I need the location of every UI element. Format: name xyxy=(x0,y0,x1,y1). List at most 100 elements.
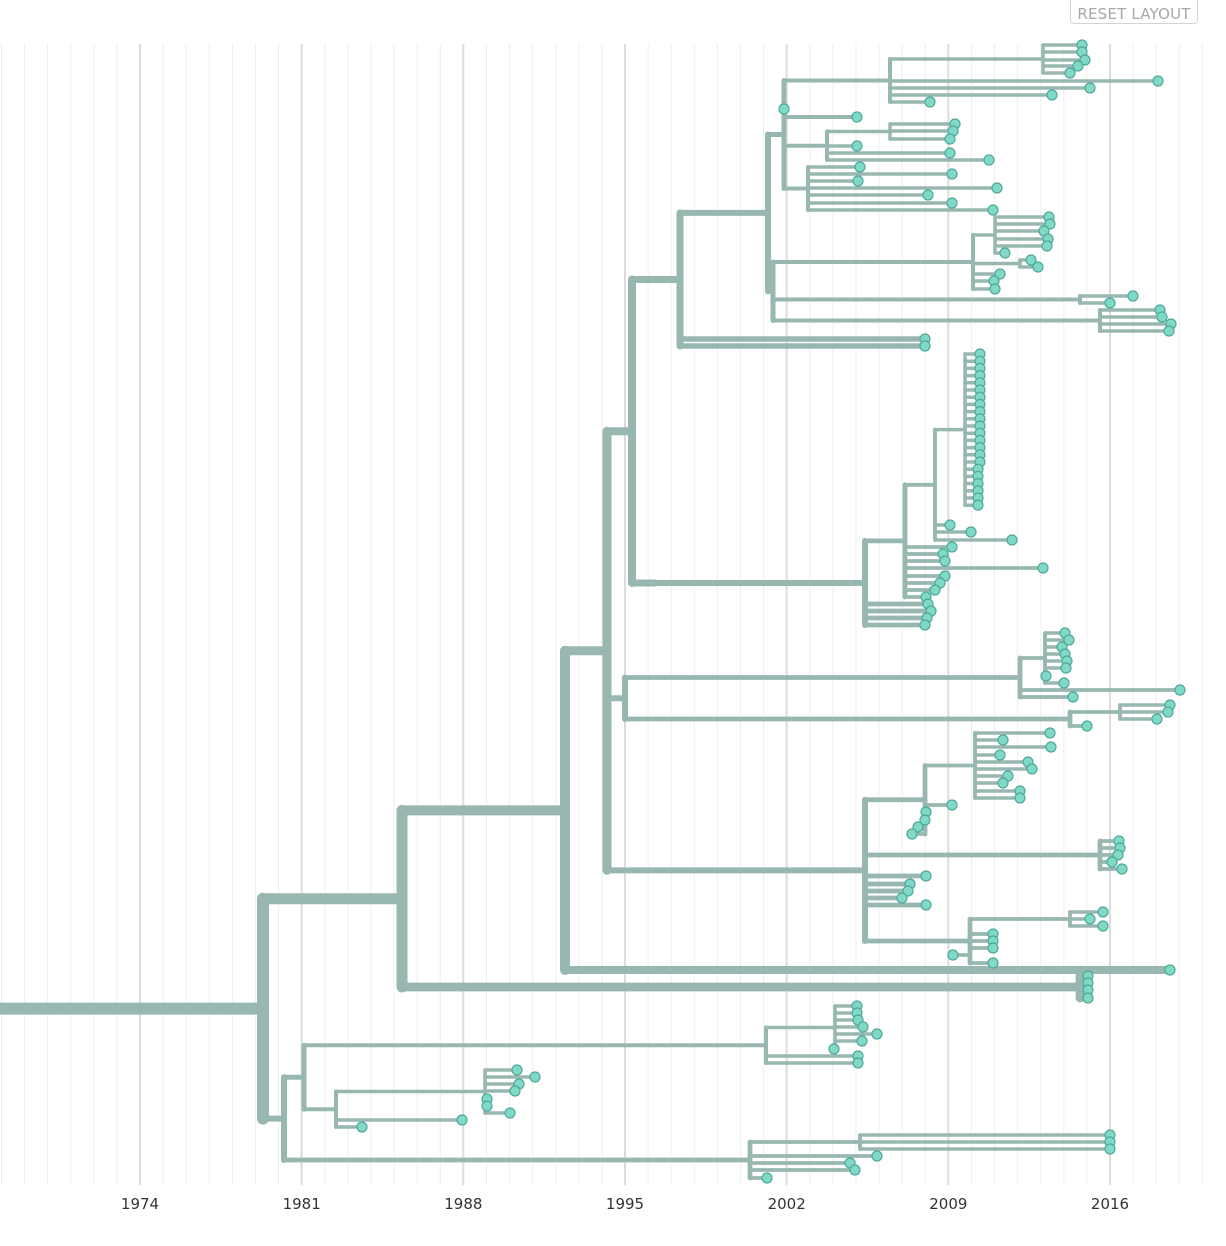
tree-tip[interactable] xyxy=(896,892,908,904)
tree-tip[interactable] xyxy=(1064,67,1076,79)
tree-tip[interactable] xyxy=(1082,992,1094,1004)
tree-tip[interactable] xyxy=(1116,863,1128,875)
tree-tip[interactable] xyxy=(983,154,995,166)
tree-tip[interactable] xyxy=(946,197,958,209)
tree-tip[interactable] xyxy=(1084,82,1096,94)
x-tick-label: 1988 xyxy=(444,1195,482,1213)
tree-tip[interactable] xyxy=(1104,1143,1116,1155)
tree-tip[interactable] xyxy=(828,1043,840,1055)
tree-tip[interactable] xyxy=(1040,670,1052,682)
tree-tip[interactable] xyxy=(906,828,918,840)
tree-tip[interactable] xyxy=(761,1172,773,1184)
tree-tip[interactable] xyxy=(356,1121,368,1133)
tree-tip[interactable] xyxy=(946,799,958,811)
x-tick-label: 2016 xyxy=(1091,1195,1129,1213)
tree-tip[interactable] xyxy=(929,584,941,596)
tree-tip[interactable] xyxy=(849,1164,861,1176)
tree-tip[interactable] xyxy=(481,1100,493,1112)
tree-tip[interactable] xyxy=(1014,792,1026,804)
tree-tip[interactable] xyxy=(1060,662,1072,674)
tree-tip[interactable] xyxy=(1032,261,1044,273)
tree-tip[interactable] xyxy=(1151,713,1163,725)
tree-tip[interactable] xyxy=(1067,691,1079,703)
tree-tip[interactable] xyxy=(1106,856,1118,868)
tree-tip[interactable] xyxy=(871,1150,883,1162)
tree-tip[interactable] xyxy=(1097,906,1109,918)
x-tick-label: 2002 xyxy=(768,1195,806,1213)
tree-tip[interactable] xyxy=(1112,849,1124,861)
tree-tip[interactable] xyxy=(997,734,1009,746)
tree-tip[interactable] xyxy=(1097,920,1109,932)
tree-tip[interactable] xyxy=(999,247,1011,259)
tree-tip[interactable] xyxy=(1174,684,1186,696)
tree-tip[interactable] xyxy=(1037,562,1049,574)
tree-tip[interactable] xyxy=(456,1114,468,1126)
tree-tip[interactable] xyxy=(1041,240,1053,252)
tree-tip[interactable] xyxy=(965,526,977,538)
tree-tip[interactable] xyxy=(1163,325,1175,337)
tree-tip[interactable] xyxy=(939,555,951,567)
tree-tip[interactable] xyxy=(987,957,999,969)
tree-tip[interactable] xyxy=(1006,534,1018,546)
reset-layout-button[interactable]: RESET LAYOUT xyxy=(1070,0,1198,24)
x-tick-label: 1974 xyxy=(121,1195,159,1213)
tree-tip[interactable] xyxy=(1084,913,1096,925)
tree-tip[interactable] xyxy=(1127,290,1139,302)
tree-tip[interactable] xyxy=(919,619,931,631)
tree-tip[interactable] xyxy=(1058,677,1070,689)
tree-tip[interactable] xyxy=(1026,763,1038,775)
tree-tip[interactable] xyxy=(852,1057,864,1069)
tree-tip[interactable] xyxy=(1162,706,1174,718)
tree-tip[interactable] xyxy=(991,182,1003,194)
tree-tip[interactable] xyxy=(944,519,956,531)
tree-tip[interactable] xyxy=(1079,54,1091,66)
tree-tip[interactable] xyxy=(1081,720,1093,732)
tree-tip[interactable] xyxy=(852,175,864,187)
tree-tip[interactable] xyxy=(1152,75,1164,87)
tree-tip[interactable] xyxy=(851,111,863,123)
tree-tip[interactable] xyxy=(947,949,959,961)
tree-tip[interactable] xyxy=(511,1064,523,1076)
tree-tip[interactable] xyxy=(972,499,984,511)
tree-tip[interactable] xyxy=(994,268,1006,280)
tree-tip[interactable] xyxy=(920,899,932,911)
tree-tip[interactable] xyxy=(994,749,1006,761)
tree-tip[interactable] xyxy=(854,161,866,173)
tree-tip[interactable] xyxy=(1164,964,1176,976)
tree-tip[interactable] xyxy=(902,885,914,897)
tree-tip[interactable] xyxy=(778,103,790,115)
tree-tip[interactable] xyxy=(944,147,956,159)
tree-tip[interactable] xyxy=(997,777,1009,789)
time-axis: 1974 1981 1988 1995 2002 2009 2016 xyxy=(121,1195,1129,1213)
tree-tip[interactable] xyxy=(987,942,999,954)
tree-tip[interactable] xyxy=(919,814,931,826)
tree-tip[interactable] xyxy=(1025,254,1037,266)
tree-tip[interactable] xyxy=(912,821,924,833)
tree-tip[interactable] xyxy=(922,189,934,201)
tree-tip[interactable] xyxy=(920,870,932,882)
tree-tip[interactable] xyxy=(1072,60,1084,72)
tree-tip[interactable] xyxy=(1063,634,1075,646)
tree-tip[interactable] xyxy=(924,96,936,108)
tree-tip[interactable] xyxy=(529,1071,541,1083)
tree-tip[interactable] xyxy=(856,1035,868,1047)
x-tick-label: 1981 xyxy=(283,1195,321,1213)
tree-tip[interactable] xyxy=(1045,741,1057,753)
tree-tip[interactable] xyxy=(871,1028,883,1040)
tree-tip[interactable] xyxy=(989,283,1001,295)
tree-tip[interactable] xyxy=(857,1021,869,1033)
tree-tip[interactable] xyxy=(509,1085,521,1097)
tree-tip[interactable] xyxy=(987,204,999,216)
tree-tip[interactable] xyxy=(944,133,956,145)
tree-tip[interactable] xyxy=(946,168,958,180)
tree-tip[interactable] xyxy=(1044,727,1056,739)
tree-tip[interactable] xyxy=(1044,218,1056,230)
tree-tip[interactable] xyxy=(504,1107,516,1119)
x-tick-label: 2009 xyxy=(929,1195,967,1213)
tree-tip[interactable] xyxy=(1104,297,1116,309)
tree-tip[interactable] xyxy=(1156,311,1168,323)
tree-tip[interactable] xyxy=(1046,89,1058,101)
tree-tip[interactable] xyxy=(946,541,958,553)
tree-tip[interactable] xyxy=(851,140,863,152)
tree-tip[interactable] xyxy=(919,340,931,352)
